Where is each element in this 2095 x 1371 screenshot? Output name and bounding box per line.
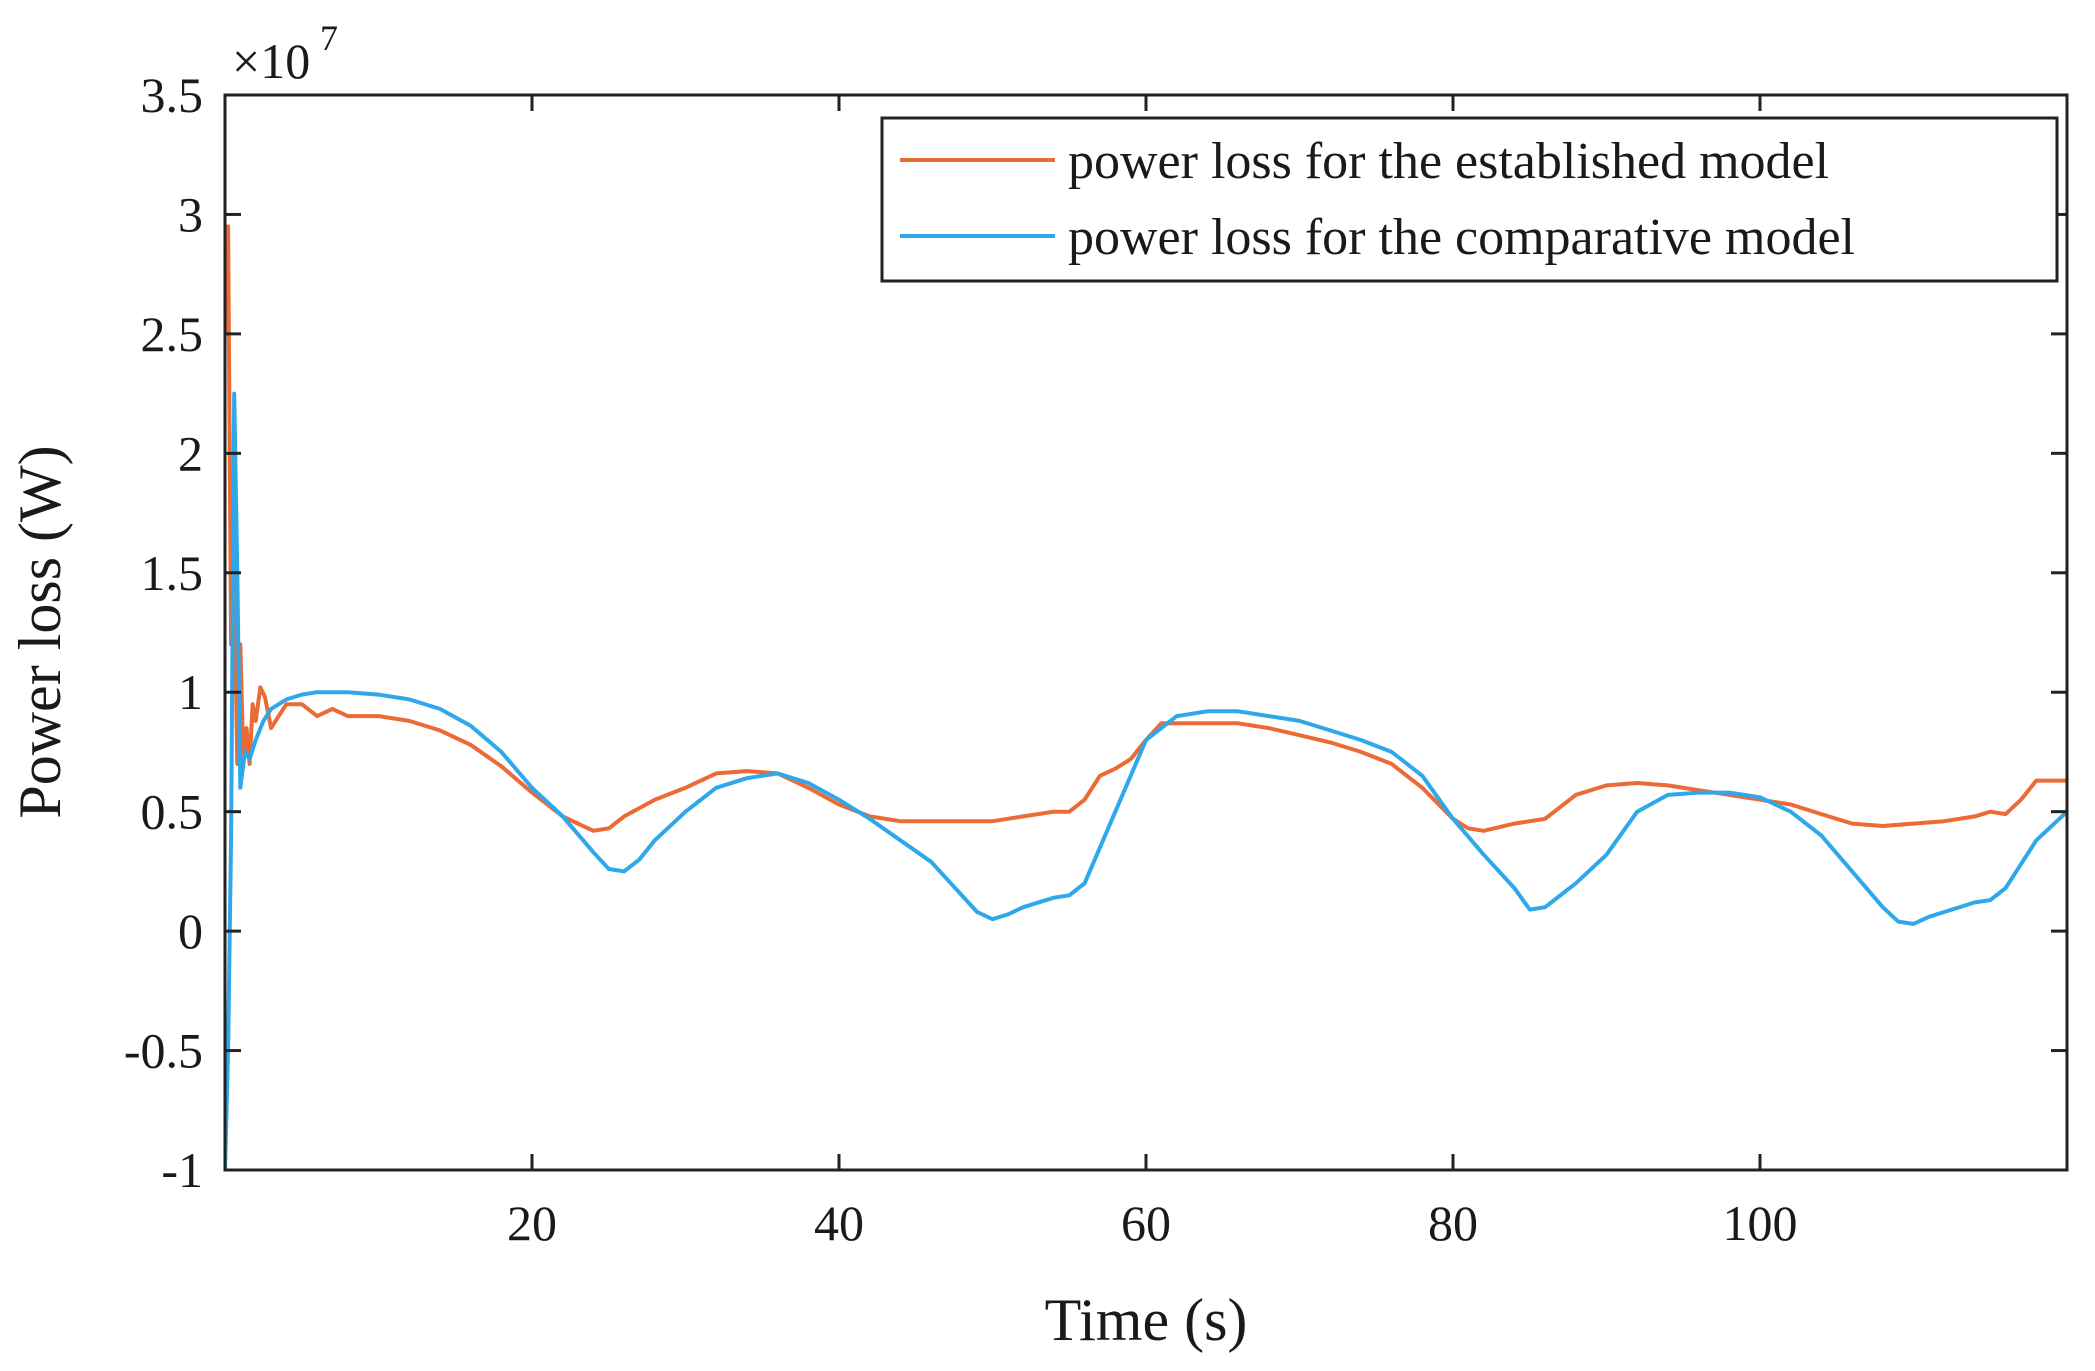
x-axis-title: Time (s) <box>1045 1287 1248 1353</box>
series-line-comparative <box>225 391 2067 1170</box>
multiplier-exponent: 7 <box>320 18 338 58</box>
y-tick-label: -0.5 <box>124 1023 203 1079</box>
multiplier-base: ×10 <box>232 33 310 89</box>
y-axis-multiplier: ×10 7 <box>232 18 338 89</box>
y-tick-label: 2.5 <box>141 306 204 362</box>
y-tick-label: -1 <box>161 1142 203 1198</box>
y-axis: -1 -0.5 0 0.5 1 1.5 2 2.5 3 3.5 <box>124 67 2067 1198</box>
x-tick-label: 20 <box>507 1195 557 1251</box>
x-tick-label: 100 <box>1723 1195 1798 1251</box>
x-tick-label: 60 <box>1121 1195 1171 1251</box>
legend-label-comparative: power loss for the comparative model <box>1068 209 1855 266</box>
legend: power loss for the established model pow… <box>880 116 2059 283</box>
x-axis: 20 40 60 80 100 <box>507 95 1798 1251</box>
y-tick-label: 0.5 <box>141 784 204 840</box>
y-tick-label: 3.5 <box>141 67 204 123</box>
legend-label-established: power loss for the established model <box>1068 133 1829 190</box>
legend-box <box>880 116 2059 283</box>
y-tick-label: 1 <box>178 664 203 720</box>
y-tick-label: 0 <box>178 903 203 959</box>
y-tick-label: 2 <box>178 425 203 481</box>
x-tick-label: 80 <box>1428 1195 1478 1251</box>
x-tick-label: 40 <box>814 1195 864 1251</box>
y-tick-label: 1.5 <box>141 545 204 601</box>
y-axis-title: Power loss (W) <box>7 445 73 818</box>
series-group <box>225 224 2067 1170</box>
y-tick-label: 3 <box>178 186 203 242</box>
